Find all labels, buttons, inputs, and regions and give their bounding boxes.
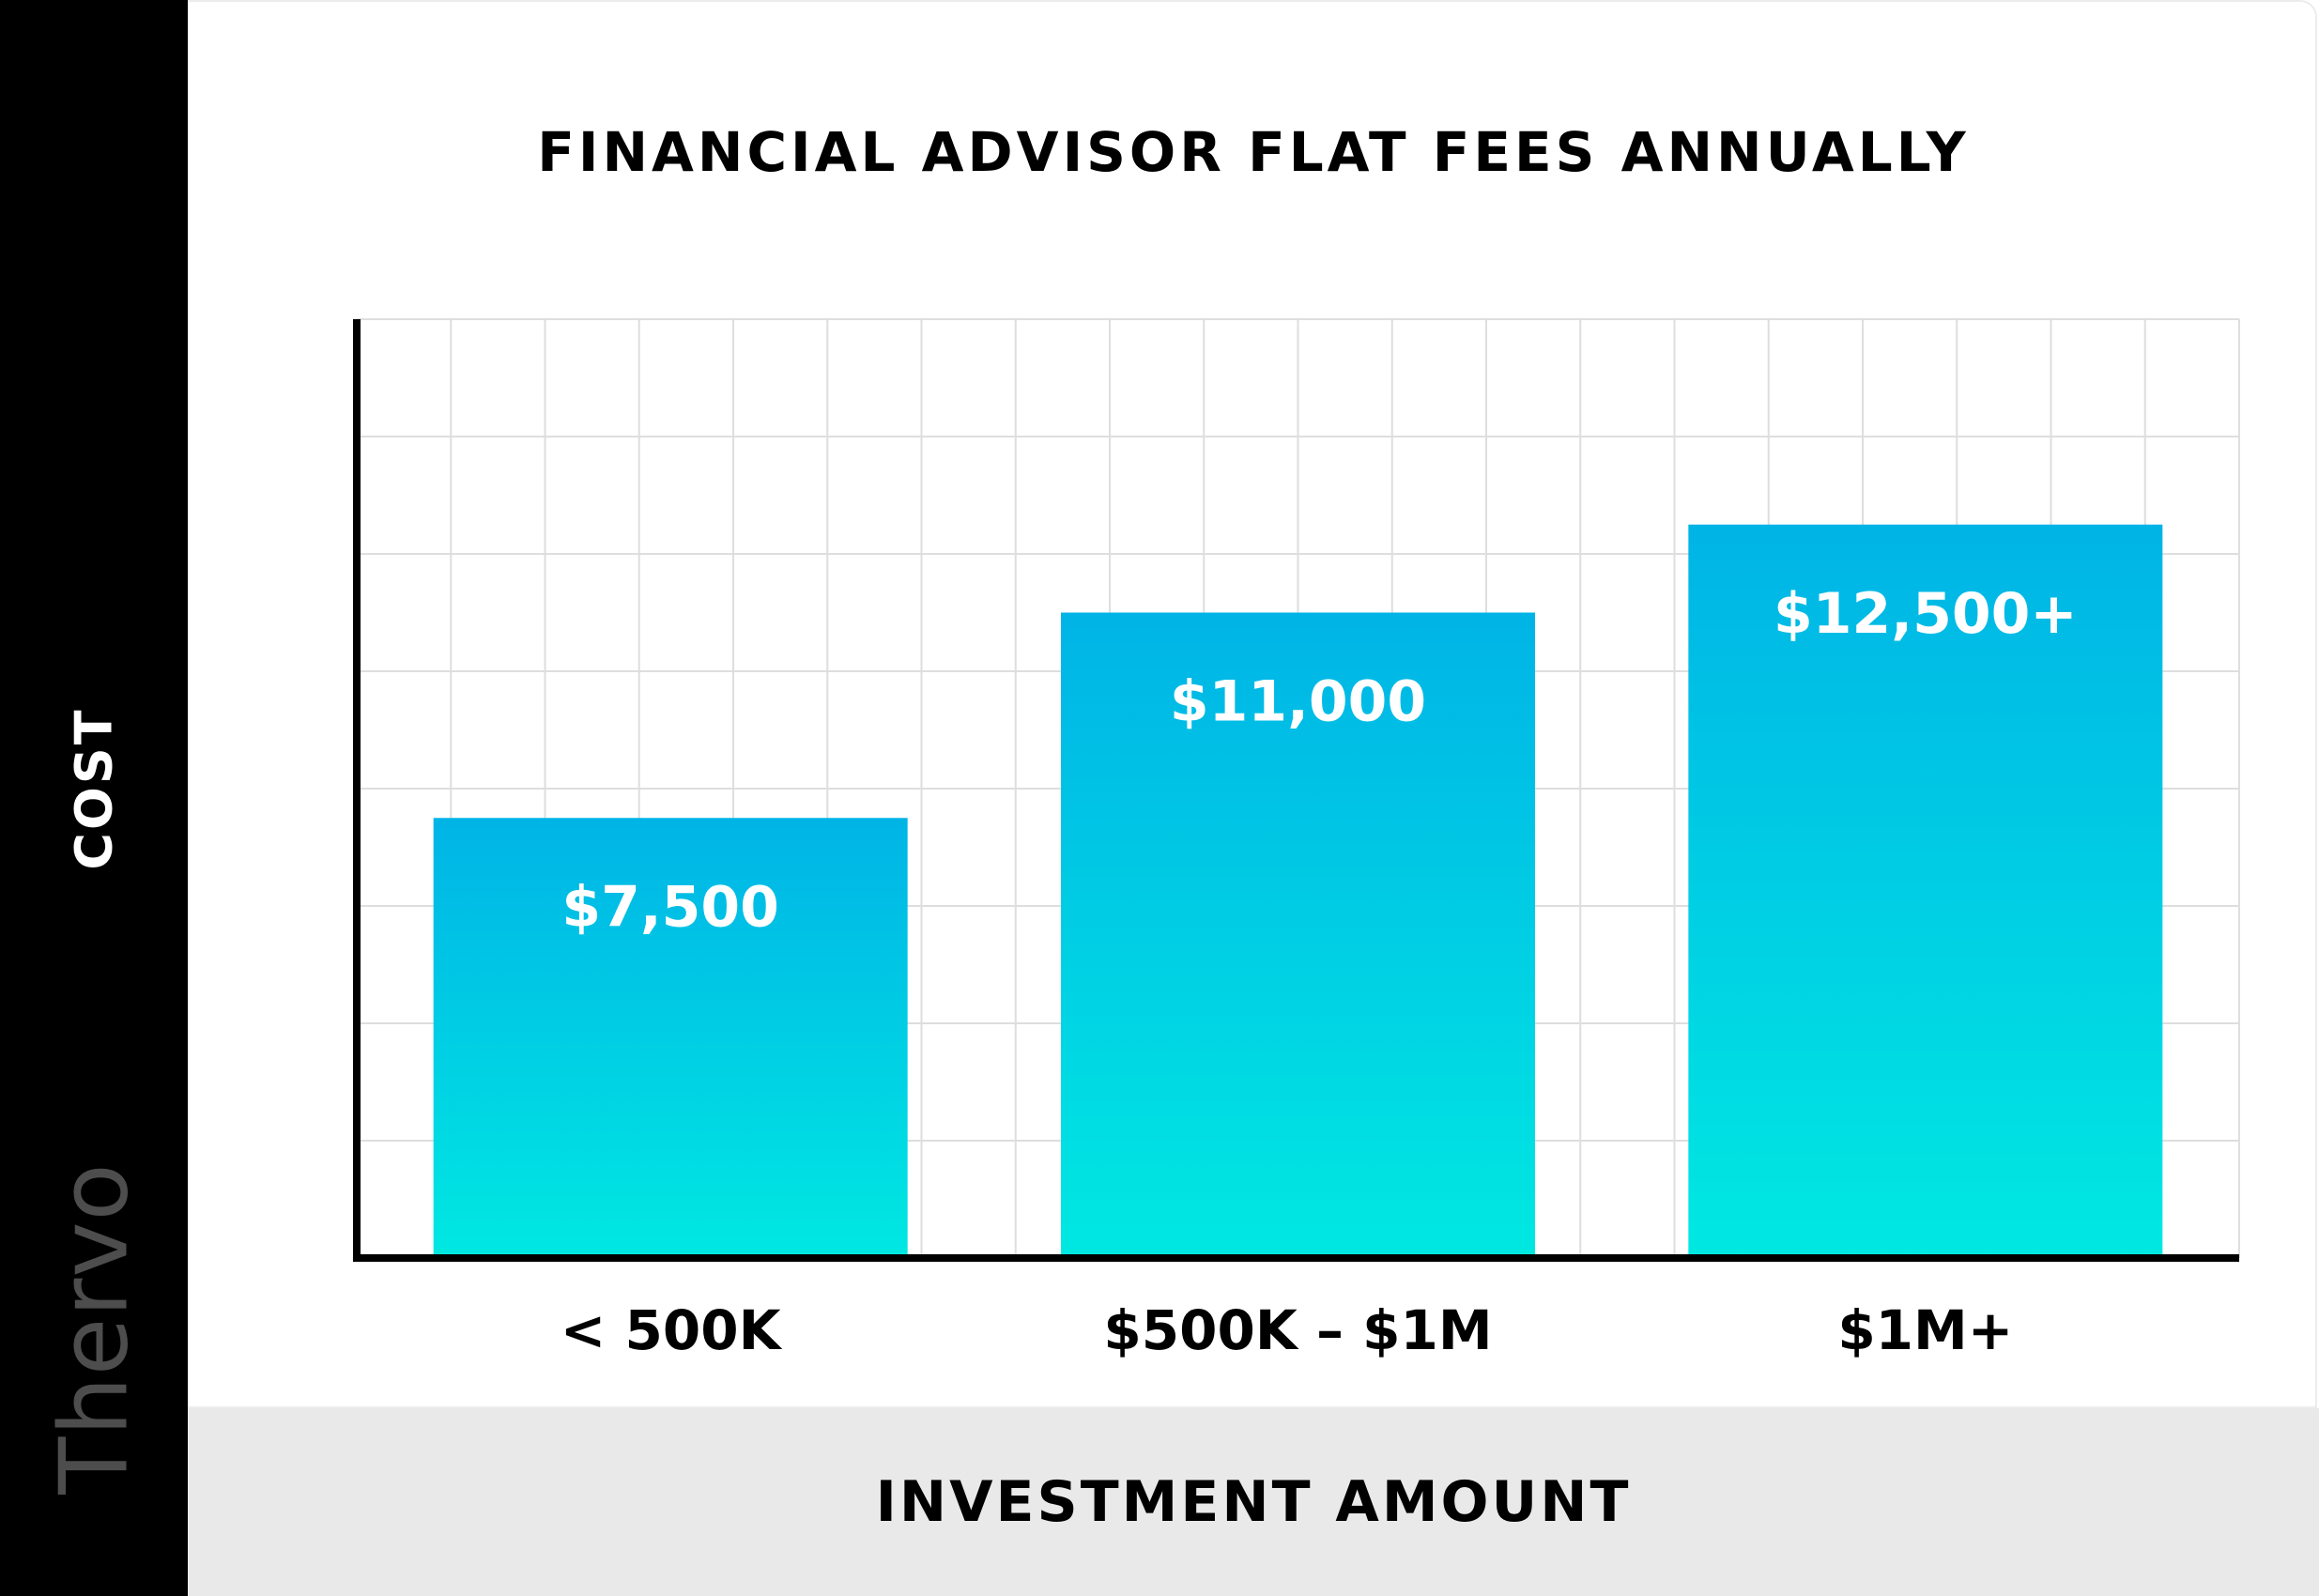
x-tick-label: $1M+ <box>1837 1298 2013 1362</box>
axes <box>353 319 2239 1262</box>
x-axis-label: INVESTMENT AMOUNT <box>875 1469 1632 1535</box>
chart-title: FINANCIAL ADVISOR FLAT FEES ANNUALLY <box>537 120 1970 184</box>
bar <box>433 818 908 1258</box>
x-tick-label: $500K – $1M <box>1103 1298 1492 1362</box>
sidebar <box>0 0 188 1596</box>
data-label: $11,000 <box>1170 669 1426 735</box>
x-axis-footer <box>188 1408 2319 1596</box>
bar <box>1061 612 1535 1258</box>
data-label: $7,500 <box>561 874 779 940</box>
labels: $7,500 < 500K $11,000 $500K – $1M $12,500+ $1… <box>561 581 2078 1362</box>
x-tick-label: < 500K <box>561 1298 783 1362</box>
data-label: $12,500+ <box>1774 581 2078 647</box>
bar-chart: $7,500 < 500K $11,000 $500K – $1M $12,500+ $1… <box>353 318 2240 1362</box>
bars <box>433 524 2163 1258</box>
bar <box>1688 524 2163 1258</box>
